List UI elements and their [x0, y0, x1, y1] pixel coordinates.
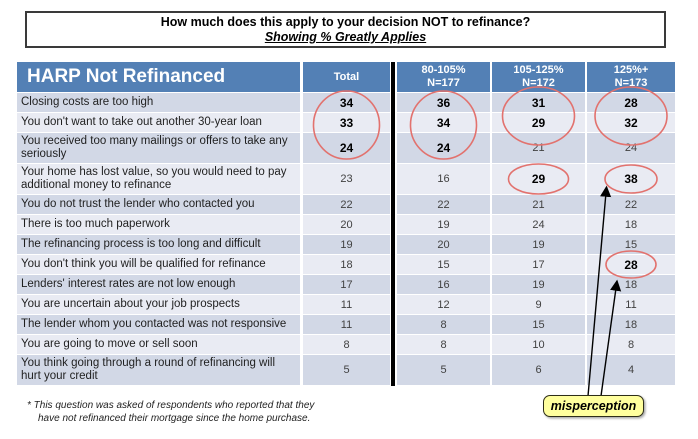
value-cell: 8: [397, 335, 490, 354]
table-body: Closing costs are too high 34 36 31 28 You do…: [17, 93, 675, 385]
table-row: You don't want to take out another 30-ye…: [17, 113, 675, 132]
row-label: Lenders' interest rates are not low enou…: [17, 275, 300, 294]
value-cell: 20: [303, 215, 390, 234]
row-label: You are uncertain about your job prospec…: [17, 295, 300, 314]
value-cell: 24: [587, 133, 675, 163]
value-cell: 19: [397, 215, 490, 234]
misperception-callout: misperception: [543, 395, 644, 417]
value-cell: 38: [587, 164, 675, 194]
table-title-cell: HARP Not Refinanced: [17, 62, 300, 92]
value-cell: 5: [303, 355, 390, 385]
value-cell: 11: [303, 315, 390, 334]
col-header-80-105-: 80-105% N=177: [397, 62, 490, 92]
table-row: You don't think you will be qualified fo…: [17, 255, 675, 274]
value-cell: 18: [587, 315, 675, 334]
row-label: You are going to move or sell soon: [17, 335, 300, 354]
value-cell: 28: [587, 93, 675, 112]
value-cell: 9: [492, 295, 585, 314]
table-row: Your home has lost value, so you would n…: [17, 164, 675, 194]
value-cell: 34: [397, 113, 490, 132]
value-cell: 18: [303, 255, 390, 274]
value-cell: 22: [587, 195, 675, 214]
value-cell: 21: [492, 133, 585, 163]
table-row: Lenders' interest rates are not low enou…: [17, 275, 675, 294]
table-row: You received too many mailings or offers…: [17, 133, 675, 163]
row-label: There is too much paperwork: [17, 215, 300, 234]
value-cell: 19: [303, 235, 390, 254]
row-label: The refinancing process is too long and …: [17, 235, 300, 254]
col-header-total: Total: [303, 62, 390, 92]
col-header-125-: 125%+ N=173: [587, 62, 675, 92]
row-label: Closing costs are too high: [17, 93, 300, 112]
value-cell: 20: [397, 235, 490, 254]
value-cell: 16: [397, 275, 490, 294]
table-row: You are uncertain about your job prospec…: [17, 295, 675, 314]
table-row: You are going to move or sell soon 8 8 10 8: [17, 335, 675, 354]
value-cell: 24: [397, 133, 490, 163]
table-row: Closing costs are too high 34 36 31 28: [17, 93, 675, 112]
value-cell: 10: [492, 335, 585, 354]
value-cell: 28: [587, 255, 675, 274]
value-cell: 17: [303, 275, 390, 294]
total-divider-bar: [391, 62, 395, 386]
col-header-105-125-: 105-125% N=172: [492, 62, 585, 92]
row-label: You do not trust the lender who contacte…: [17, 195, 300, 214]
title-line-1: How much does this apply to your decisio…: [160, 15, 531, 29]
value-cell: 22: [397, 195, 490, 214]
value-cell: 18: [587, 275, 675, 294]
row-label: Your home has lost value, so you would n…: [17, 164, 300, 194]
value-cell: 17: [492, 255, 585, 274]
value-cell: 15: [397, 255, 490, 274]
value-cell: 15: [492, 315, 585, 334]
table-row: You do not trust the lender who contacte…: [17, 195, 675, 214]
value-cell: 8: [303, 335, 390, 354]
value-cell: 29: [492, 164, 585, 194]
table-row: The refinancing process is too long and …: [17, 235, 675, 254]
table-row: There is too much paperwork 20 19 24 18: [17, 215, 675, 234]
value-cell: 36: [397, 93, 490, 112]
row-label: The lender whom you contacted was not re…: [17, 315, 300, 334]
row-label: You don't think you will be qualified fo…: [17, 255, 300, 274]
harp-table: HARP Not Refinanced Total 80-105% N=177 105…: [17, 62, 675, 386]
title-box: How much does this apply to your decisio…: [25, 11, 666, 48]
table-row: You think going through a round of refin…: [17, 355, 675, 385]
table-header-row: HARP Not Refinanced Total 80-105% N=177 105…: [17, 62, 675, 92]
value-cell: 8: [587, 335, 675, 354]
value-cell: 11: [587, 295, 675, 314]
value-cell: 8: [397, 315, 490, 334]
footnote-line-2: have not refinanced their mortgage since…: [38, 413, 311, 424]
footnote-line-1: * This question was asked of respondents…: [27, 400, 315, 411]
value-cell: 21: [492, 195, 585, 214]
footnote: * This question was asked of respondents…: [27, 399, 447, 425]
row-label: You think going through a round of refin…: [17, 355, 300, 385]
value-cell: 4: [587, 355, 675, 385]
value-cell: 24: [492, 215, 585, 234]
value-cell: 32: [587, 113, 675, 132]
value-cell: 31: [492, 93, 585, 112]
value-cell: 33: [303, 113, 390, 132]
row-label: You don't want to take out another 30-ye…: [17, 113, 300, 132]
row-label: You received too many mailings or offers…: [17, 133, 300, 163]
value-cell: 5: [397, 355, 490, 385]
value-cell: 6: [492, 355, 585, 385]
value-cell: 12: [397, 295, 490, 314]
value-cell: 16: [397, 164, 490, 194]
value-cell: 34: [303, 93, 390, 112]
value-cell: 24: [303, 133, 390, 163]
value-cell: 29: [492, 113, 585, 132]
table-row: The lender whom you contacted was not re…: [17, 315, 675, 334]
value-cell: 18: [587, 215, 675, 234]
value-cell: 11: [303, 295, 390, 314]
value-cell: 19: [492, 275, 585, 294]
title-line-2: Showing % Greatly Applies: [264, 30, 427, 44]
value-cell: 22: [303, 195, 390, 214]
value-cell: 15: [587, 235, 675, 254]
value-cell: 19: [492, 235, 585, 254]
value-cell: 23: [303, 164, 390, 194]
